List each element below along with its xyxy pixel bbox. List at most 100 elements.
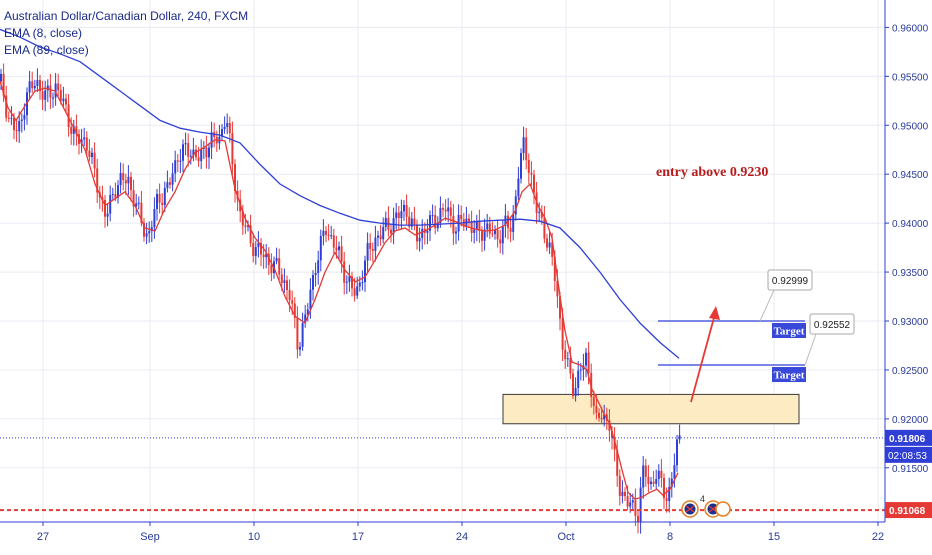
candle-body [317, 260, 320, 274]
candle-body [525, 137, 528, 160]
candle-body [569, 358, 572, 374]
candle-body [189, 155, 192, 157]
candle-body [70, 126, 73, 134]
countdown-label: 02:08:53 [888, 451, 927, 462]
candle-body [522, 137, 525, 154]
candle-body [449, 207, 452, 216]
current-price-badge [885, 429, 932, 446]
candle-body [252, 243, 255, 257]
candle-body [585, 352, 587, 366]
candle-body [595, 405, 598, 413]
candle-body [195, 149, 197, 158]
candle-body [475, 221, 478, 230]
price-callout-value: 0.92552 [814, 320, 851, 331]
candle-body [678, 435, 681, 440]
candle-body [613, 437, 616, 450]
candle-body [176, 160, 179, 162]
candle-body [10, 117, 13, 119]
candle-body [228, 123, 231, 134]
candle-body [481, 231, 483, 241]
candle-body [533, 174, 535, 193]
candle-body [421, 228, 424, 239]
candle-body [616, 449, 619, 476]
candle-body [631, 500, 634, 503]
candle-body [28, 81, 31, 93]
candle-body [0, 73, 2, 82]
candle-body [559, 296, 561, 319]
candle-body [371, 248, 374, 251]
price-tick-label: 0.93000 [892, 317, 929, 328]
target-label: Target [774, 325, 805, 337]
candle-body [379, 235, 382, 240]
price-callout-box [809, 313, 855, 335]
candle-body [395, 212, 398, 219]
candle-body [171, 173, 174, 185]
candle-body [538, 211, 541, 213]
candle-body [2, 73, 5, 96]
candle-body [410, 218, 413, 227]
candle-body [499, 239, 502, 244]
target-arrow [690, 313, 716, 403]
candle-body [46, 85, 49, 91]
price-tick-label: 0.92500 [892, 366, 929, 377]
candle-body [312, 275, 314, 290]
candle-body [330, 235, 333, 237]
candle-body [572, 373, 574, 397]
countdown-badge [885, 446, 932, 463]
candle-body [275, 258, 278, 262]
candle-body [54, 83, 57, 98]
candle-body [221, 129, 223, 137]
candle-body [374, 237, 377, 251]
candle-body [397, 212, 400, 219]
candle-body [452, 215, 455, 234]
candle-body [369, 242, 372, 249]
candle-body [130, 176, 132, 191]
candle-body [62, 98, 65, 102]
event-more-icon[interactable] [715, 501, 731, 517]
target-label-box [772, 322, 806, 338]
candle-body [517, 178, 520, 197]
candle-body [520, 153, 522, 179]
candle-body [65, 98, 67, 105]
candle-body [353, 288, 356, 296]
time-tick-label: 17 [352, 531, 364, 543]
candle-body [143, 222, 145, 237]
current-price-label: 0.91806 [889, 434, 926, 445]
candle-body [377, 235, 379, 238]
candle-body [325, 230, 327, 235]
candle-body [592, 397, 595, 406]
entry-zone [502, 393, 800, 425]
candle-body [650, 481, 652, 484]
price-tick-label: 0.94500 [892, 170, 929, 181]
chart-title: Australian Dollar/Canadian Dollar, 240, … [4, 9, 249, 23]
candle-body [345, 281, 348, 283]
candle-body [184, 143, 187, 145]
candle-body [483, 229, 486, 241]
price-axis-labels: 0.96000 0.95500 0.95000 0.94500 0.94000 0.935… [885, 23, 929, 475]
event-markers[interactable]: 4 [681, 494, 731, 518]
candle-body [200, 149, 203, 162]
candle-body [182, 144, 184, 161]
candle-body [642, 465, 645, 488]
candle-body [257, 242, 260, 248]
candle-body [340, 246, 343, 262]
candle-body [174, 160, 177, 174]
candle-body [304, 314, 307, 324]
candle-body [161, 202, 164, 206]
time-axis-labels: 27 Sep 10 17 24 Oct 8 15 22 [37, 522, 884, 543]
candle-body [416, 224, 418, 242]
callout-pointer [804, 333, 817, 366]
candle-body [205, 147, 208, 158]
candle-body [655, 479, 658, 484]
candle-body [598, 412, 600, 418]
candle-body [335, 247, 338, 251]
candle-body [270, 265, 273, 274]
candle-body [431, 215, 434, 217]
candle-body [13, 117, 15, 131]
time-tick-label: 15 [768, 531, 780, 543]
candle-body [460, 214, 463, 220]
candle-body [192, 149, 195, 156]
candle-body [436, 222, 439, 229]
